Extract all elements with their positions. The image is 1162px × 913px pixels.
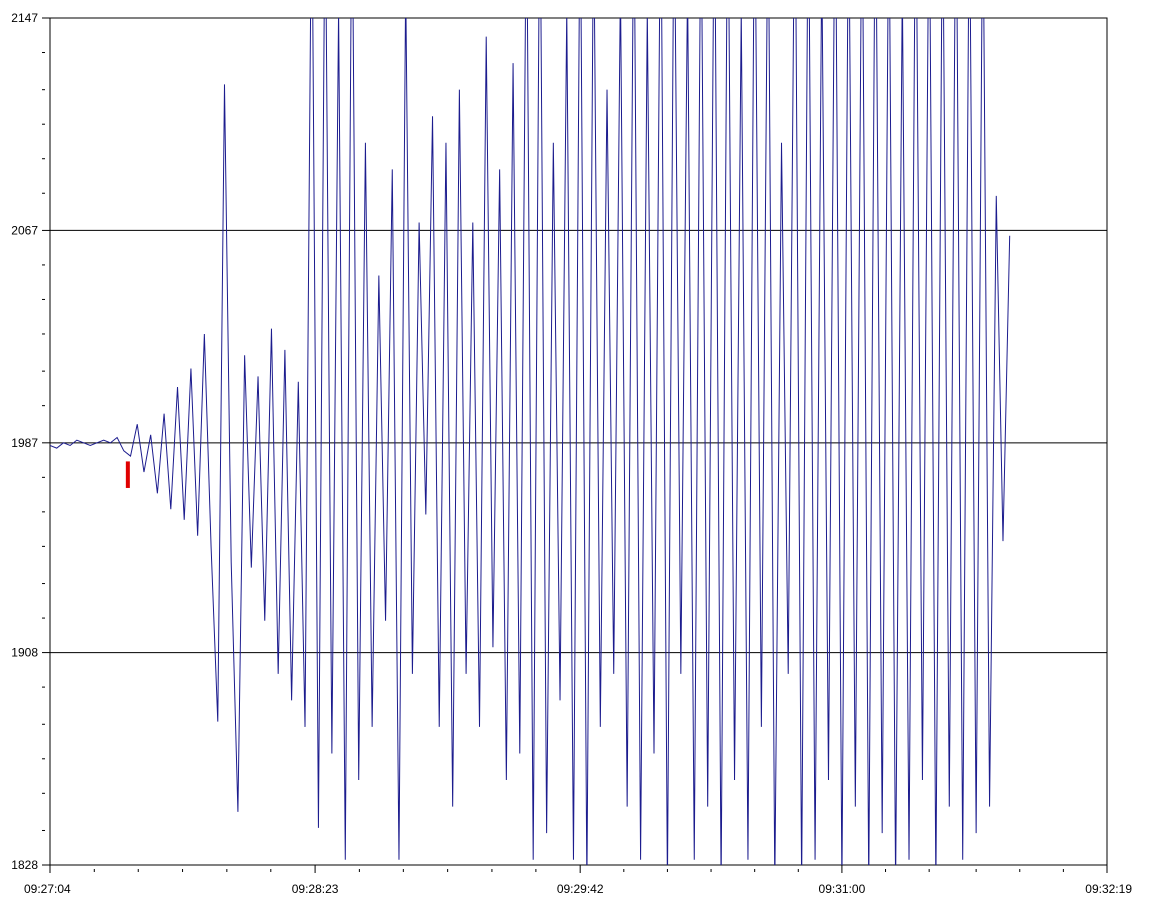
y-tick-label: 2067 bbox=[11, 223, 38, 237]
waveform-line bbox=[50, 18, 1011, 865]
x-tick-label: 09:28:23 bbox=[292, 882, 339, 896]
x-tick-label: 09:27:04 bbox=[24, 882, 71, 896]
y-tick-label: 1987 bbox=[11, 436, 38, 450]
y-tick-label: 2147 bbox=[11, 11, 38, 25]
x-tick-label: 09:32:19 bbox=[1085, 882, 1132, 896]
x-tick-label: 09:29:42 bbox=[557, 882, 604, 896]
x-tick-label: 09:31:00 bbox=[819, 882, 866, 896]
y-tick-label: 1908 bbox=[11, 646, 38, 660]
y-tick-label: 1828 bbox=[11, 858, 38, 872]
plot-area bbox=[50, 18, 1011, 865]
